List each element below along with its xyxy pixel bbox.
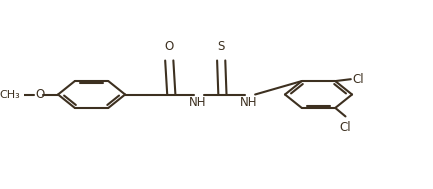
Text: S: S <box>217 40 225 53</box>
Text: CH₃: CH₃ <box>0 90 20 99</box>
Text: NH: NH <box>240 96 258 109</box>
Text: Cl: Cl <box>352 73 364 86</box>
Text: O: O <box>165 40 174 53</box>
Text: Cl: Cl <box>339 121 351 134</box>
Text: O: O <box>36 88 45 101</box>
Text: NH: NH <box>189 96 207 109</box>
